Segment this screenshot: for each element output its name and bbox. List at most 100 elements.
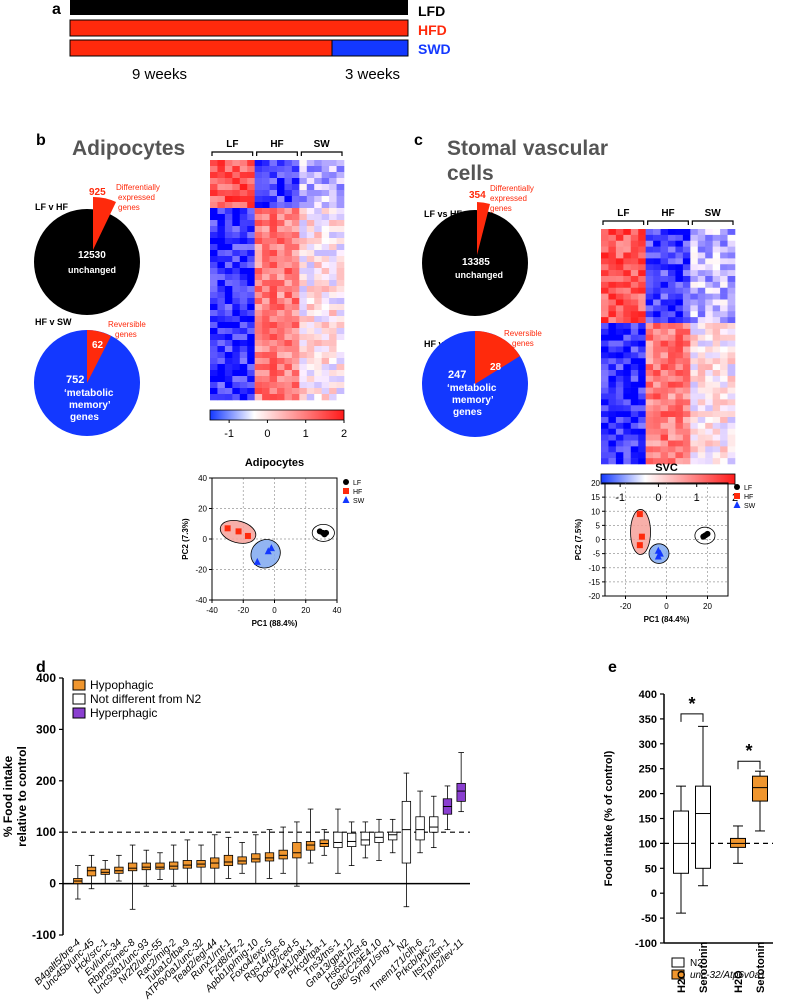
heatmap-cell: [645, 352, 654, 359]
heatmap-cell: [697, 346, 706, 353]
heatmap-cell: [623, 452, 632, 459]
heatmap-cell: [321, 184, 330, 191]
box-iqr: [169, 861, 179, 870]
heatmap-cell: [638, 252, 646, 259]
pie-de-slice: [477, 202, 490, 255]
heatmap-cell: [284, 244, 293, 251]
heatmap-cell: [277, 376, 285, 383]
heatmap-cell: [314, 274, 322, 281]
heatmap-cell: [247, 340, 255, 347]
heatmap-cell: [705, 411, 713, 418]
heatmap-cell: [247, 256, 255, 263]
heatmap-cell: [660, 240, 669, 247]
heatmap-cell: [630, 299, 639, 306]
heatmap-cell: [262, 340, 270, 347]
heatmap-cell: [329, 316, 337, 323]
heatmap-cell: [638, 311, 646, 318]
x-tick-label: 40: [333, 606, 342, 615]
heatmap-cell: [630, 276, 639, 283]
heatmap-cell: [224, 346, 233, 353]
heatmap-cell: [284, 256, 293, 263]
heatmap-cell: [329, 286, 337, 293]
heatmap-cell: [668, 446, 676, 453]
phase1-duration: 9 weeks: [132, 66, 187, 83]
heatmap-cell: [336, 376, 345, 383]
heatmap-cell: [601, 287, 609, 294]
heatmap-cell: [314, 328, 322, 335]
heatmap-cell: [638, 234, 646, 242]
heatmap-cell: [697, 422, 706, 430]
heatmap-cell: [239, 388, 248, 395]
heatmap-cell: [712, 240, 721, 247]
heatmap-cell: [615, 370, 624, 377]
heatmap-cell: [712, 264, 721, 271]
pca-point-hf: [224, 525, 231, 532]
heatmap-cell: [623, 328, 632, 336]
heatmap-cell: [653, 370, 661, 377]
pie-unchanged-label: unchanged: [455, 270, 503, 280]
heatmap-cell: [682, 264, 691, 271]
heatmap-cell: [329, 298, 337, 305]
heatmap-cell: [239, 352, 248, 359]
heatmap-cell: [668, 323, 676, 330]
heatmap-cell: [668, 340, 676, 347]
heatmap-cell: [623, 287, 632, 294]
heatmap-cell: [306, 364, 315, 371]
heatmap-cell: [630, 252, 639, 259]
heatmap-cell: [668, 311, 676, 318]
heatmap-cell: [705, 358, 713, 365]
heatmap-cell: [224, 172, 233, 179]
heatmap-cell: [254, 304, 263, 311]
heatmap-cell: [336, 286, 345, 293]
heatmap-cell: [329, 208, 337, 215]
heatmap-cell: [277, 274, 285, 281]
heatmap-cell: [239, 358, 248, 365]
heatmap-cell: [690, 434, 699, 441]
heatmap-cell: [217, 232, 226, 239]
heatmap-cell: [291, 376, 300, 383]
heatmap-cell: [269, 298, 278, 305]
heatmap-cell: [660, 305, 669, 312]
heatmap-cell: [645, 422, 654, 430]
heatmap-cell: [306, 196, 315, 203]
y-tick-label: -50: [641, 913, 657, 925]
heatmap-cell: [638, 328, 646, 336]
heatmap-cell: [314, 340, 322, 347]
heatmap-cell: [269, 364, 278, 371]
heatmap-cell: [239, 322, 248, 329]
heatmap-cell: [336, 334, 345, 341]
heatmap-cell: [675, 246, 684, 253]
heatmap-cell: [720, 393, 728, 400]
heatmap-cell: [682, 452, 691, 459]
box-iqr: [456, 782, 466, 802]
heatmap-cell: [239, 310, 248, 317]
heatmap-cell: [314, 280, 322, 287]
heatmap-cell: [675, 305, 684, 312]
heatmap-cell: [247, 190, 255, 197]
heatmap-cell: [601, 281, 609, 289]
heatmap-cell: [623, 334, 632, 341]
heatmap-cell: [675, 381, 684, 388]
heatmap-cell: [690, 381, 699, 388]
heatmap-cell: [608, 270, 617, 277]
heatmap-cell: [329, 190, 337, 197]
heatmap-cell: [697, 411, 706, 418]
heatmap-cell: [712, 452, 721, 459]
heatmap-cell: [329, 364, 337, 371]
heatmap-cell: [675, 328, 684, 336]
heatmap-cell: [210, 268, 218, 275]
heatmap-cell: [239, 250, 248, 257]
heatmap-cell: [697, 358, 706, 365]
heatmap-cell: [623, 458, 632, 465]
heatmap-cell: [608, 281, 617, 289]
heatmap-cell: [232, 250, 241, 257]
heatmap-cell: [645, 252, 654, 259]
heatmap-cell: [601, 422, 609, 430]
heatmap-cell: [682, 422, 691, 430]
heatmap-cell: [232, 370, 241, 377]
heatmap-cell: [299, 226, 308, 233]
heatmap-cell: [682, 405, 691, 412]
box-iqr: [278, 849, 288, 860]
heatmap-cell: [653, 446, 661, 453]
